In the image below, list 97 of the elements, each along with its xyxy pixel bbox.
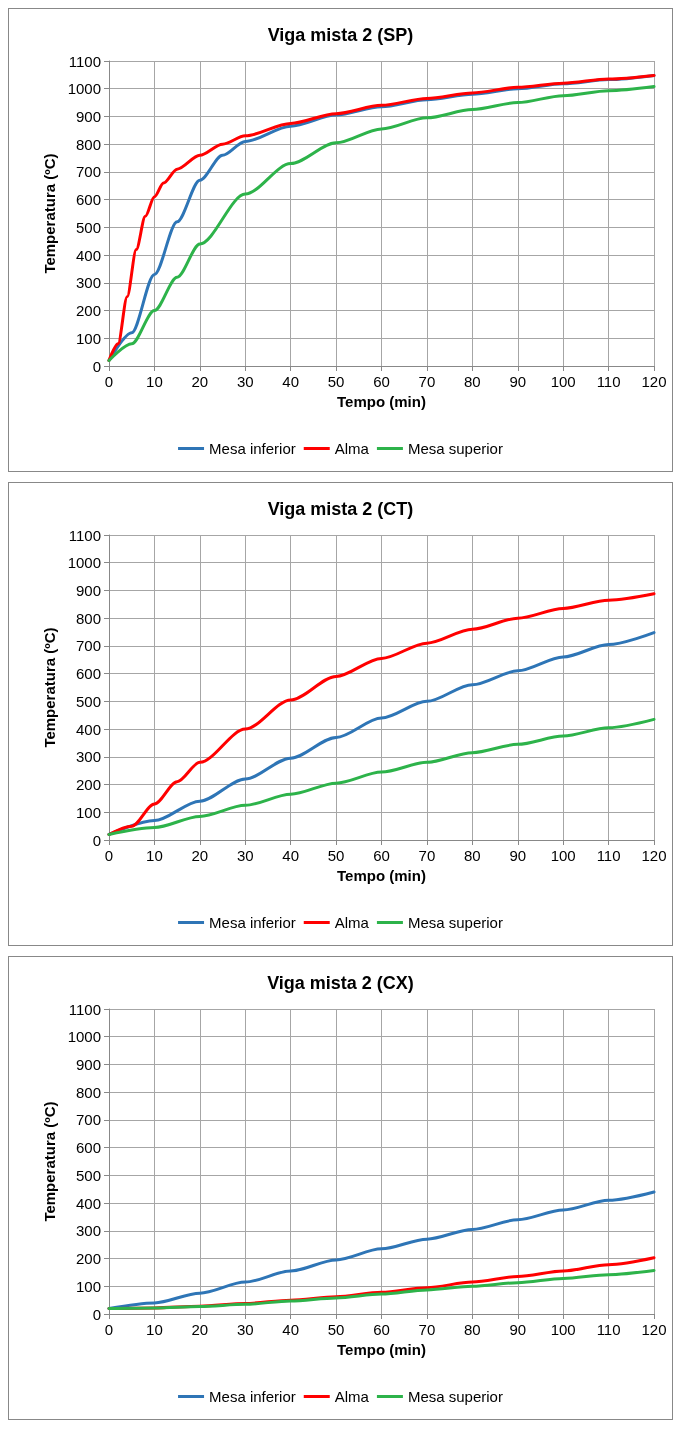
y-tick-label: 500 — [75, 218, 101, 236]
x-tick-label: 80 — [463, 847, 481, 864]
y-tick-label: 200 — [75, 1250, 101, 1268]
chart-title: Viga mista 2 (SP) — [267, 25, 414, 45]
x-tick-label: 120 — [641, 373, 667, 390]
x-tick-label: 90 — [509, 1321, 527, 1338]
x-tick-label: 10 — [146, 373, 163, 390]
y-tick-label: 800 — [75, 1083, 101, 1101]
y-tick-label: 1000 — [67, 80, 101, 98]
x-axis-title: Tempo (min) — [337, 393, 426, 410]
y-tick-label: 700 — [75, 637, 101, 655]
x-tick-label: 20 — [191, 847, 209, 864]
y-tick-label: 900 — [75, 581, 101, 599]
line-series — [107, 717, 656, 836]
x-tick-label: 70 — [418, 373, 436, 390]
line-series — [107, 1190, 656, 1310]
y-tick-label: 400 — [75, 1194, 101, 1212]
y-tick-label: 100 — [75, 803, 101, 821]
x-tick-label: 80 — [463, 373, 481, 390]
x-tick-label: 10 — [146, 847, 163, 864]
x-tick-label: 0 — [104, 1321, 114, 1338]
x-tick-label: 100 — [550, 1321, 576, 1338]
y-tick-label: 800 — [75, 609, 101, 627]
x-tick-label: 20 — [191, 1321, 209, 1338]
x-tick-label: 40 — [282, 373, 300, 390]
x-tick-label: 70 — [418, 847, 436, 864]
x-tick-label: 80 — [463, 1321, 481, 1338]
legend-label: Mesa inferior — [209, 1388, 296, 1405]
y-tick-label: 0 — [92, 831, 101, 849]
legend-label: Alma — [334, 914, 370, 931]
x-tick-label: 40 — [282, 847, 300, 864]
legend-label: Mesa superior — [407, 914, 503, 931]
x-tick-label: 0 — [104, 847, 114, 864]
y-tick-label: 600 — [75, 191, 101, 209]
y-tick-label: 400 — [75, 246, 101, 264]
y-tick-label: 700 — [75, 1111, 101, 1129]
x-tick-label: 60 — [373, 373, 390, 390]
chart-title: Viga mista 2 (CT) — [267, 499, 414, 519]
y-axis-title: Temperatura (ºC) — [40, 1101, 58, 1222]
legend-label: Mesa inferior — [209, 914, 296, 931]
x-tick-label: 90 — [509, 847, 527, 864]
x-tick-label: 100 — [550, 373, 576, 390]
line-series — [107, 592, 656, 836]
x-tick-label: 110 — [596, 1321, 621, 1338]
y-tick-label: 600 — [75, 1139, 101, 1157]
y-tick-label: 900 — [75, 1055, 101, 1073]
x-tick-label: 50 — [327, 847, 345, 864]
chart-title: Viga mista 2 (CX) — [267, 973, 414, 993]
x-tick-label: 120 — [641, 847, 667, 864]
x-tick-label: 120 — [641, 1321, 667, 1338]
x-tick-label: 90 — [509, 373, 527, 390]
x-tick-label: 30 — [236, 847, 254, 864]
y-tick-label: 400 — [75, 720, 101, 738]
y-tick-label: 0 — [92, 357, 101, 375]
y-tick-label: 0 — [92, 1305, 101, 1323]
legend-label: Mesa inferior — [209, 440, 296, 457]
line-series — [107, 1268, 656, 1310]
y-tick-label: 500 — [75, 1166, 101, 1184]
x-tick-label: 10 — [146, 1321, 163, 1338]
y-axis-title: Temperatura (ºC) — [40, 627, 58, 748]
x-tick-label: 100 — [550, 847, 576, 864]
x-tick-label: 110 — [596, 373, 621, 390]
x-tick-label: 0 — [104, 373, 114, 390]
y-tick-label: 700 — [75, 163, 101, 181]
y-tick-label: 200 — [75, 776, 101, 794]
x-tick-label: 60 — [373, 1321, 390, 1338]
y-tick-label: 100 — [75, 329, 101, 347]
y-tick-label: 900 — [75, 107, 101, 125]
legend-label: Alma — [334, 440, 370, 457]
y-axis-title: Temperatura (ºC) — [40, 153, 58, 274]
x-tick-label: 60 — [373, 847, 390, 864]
x-tick-label: 20 — [191, 373, 209, 390]
x-tick-label: 40 — [282, 1321, 300, 1338]
y-tick-label: 300 — [75, 1222, 101, 1240]
x-tick-label: 50 — [327, 1321, 345, 1338]
x-tick-label: 70 — [418, 1321, 436, 1338]
y-tick-label: 1000 — [67, 554, 101, 572]
y-tick-label: 300 — [75, 748, 101, 766]
x-axis-title: Tempo (min) — [337, 867, 426, 884]
y-tick-label: 500 — [75, 692, 101, 710]
legend-label: Mesa superior — [407, 1388, 503, 1405]
y-tick-label: 800 — [75, 135, 101, 153]
y-tick-label: 200 — [75, 302, 101, 320]
x-tick-label: 110 — [596, 847, 621, 864]
y-tick-label: 1100 — [68, 52, 101, 70]
x-tick-label: 30 — [236, 373, 254, 390]
y-tick-label: 1000 — [67, 1028, 101, 1046]
legend-label: Alma — [334, 1388, 370, 1405]
legend-label: Mesa superior — [407, 440, 503, 457]
y-tick-label: 1100 — [68, 526, 101, 544]
y-tick-label: 100 — [75, 1277, 101, 1295]
y-tick-label: 1100 — [68, 1000, 101, 1018]
x-axis-title: Tempo (min) — [337, 1341, 426, 1358]
x-tick-label: 50 — [327, 373, 345, 390]
y-tick-label: 300 — [75, 274, 101, 292]
y-tick-label: 600 — [75, 665, 101, 683]
x-tick-label: 30 — [236, 1321, 254, 1338]
